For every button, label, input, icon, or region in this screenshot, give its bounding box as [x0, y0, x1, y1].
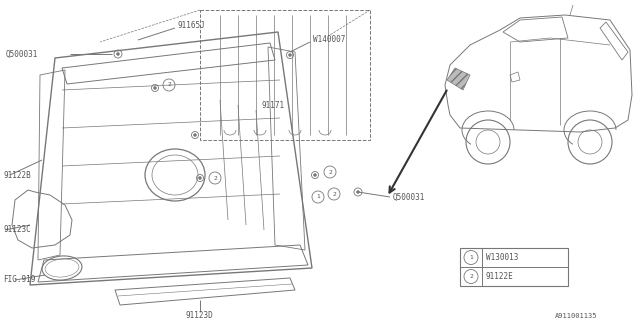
Circle shape — [289, 53, 291, 57]
Text: Q500031: Q500031 — [393, 193, 426, 202]
Text: 2: 2 — [328, 170, 332, 174]
Text: 91123D: 91123D — [185, 310, 212, 319]
Text: Q500031: Q500031 — [6, 50, 38, 59]
Text: 2: 2 — [469, 274, 473, 279]
Text: 91122B: 91122B — [3, 171, 31, 180]
Text: 91165J: 91165J — [178, 21, 205, 30]
Circle shape — [356, 190, 360, 194]
Circle shape — [116, 52, 120, 55]
Polygon shape — [447, 68, 470, 90]
Text: W130013: W130013 — [486, 253, 518, 262]
Text: 91123C: 91123C — [3, 226, 31, 235]
Text: 2: 2 — [213, 175, 217, 180]
Text: 91122E: 91122E — [486, 272, 514, 281]
Circle shape — [198, 177, 202, 180]
Text: A911001135: A911001135 — [555, 313, 598, 319]
Text: W140007: W140007 — [313, 36, 346, 44]
Text: FIG.919: FIG.919 — [3, 276, 35, 284]
Circle shape — [154, 86, 157, 90]
Text: 1: 1 — [469, 255, 473, 260]
Text: 2: 2 — [332, 191, 336, 196]
Text: 2: 2 — [167, 83, 171, 87]
Bar — [460, 248, 568, 286]
Circle shape — [193, 133, 196, 137]
Circle shape — [314, 173, 317, 177]
Text: 91171: 91171 — [262, 100, 285, 109]
Text: 1: 1 — [316, 195, 320, 199]
